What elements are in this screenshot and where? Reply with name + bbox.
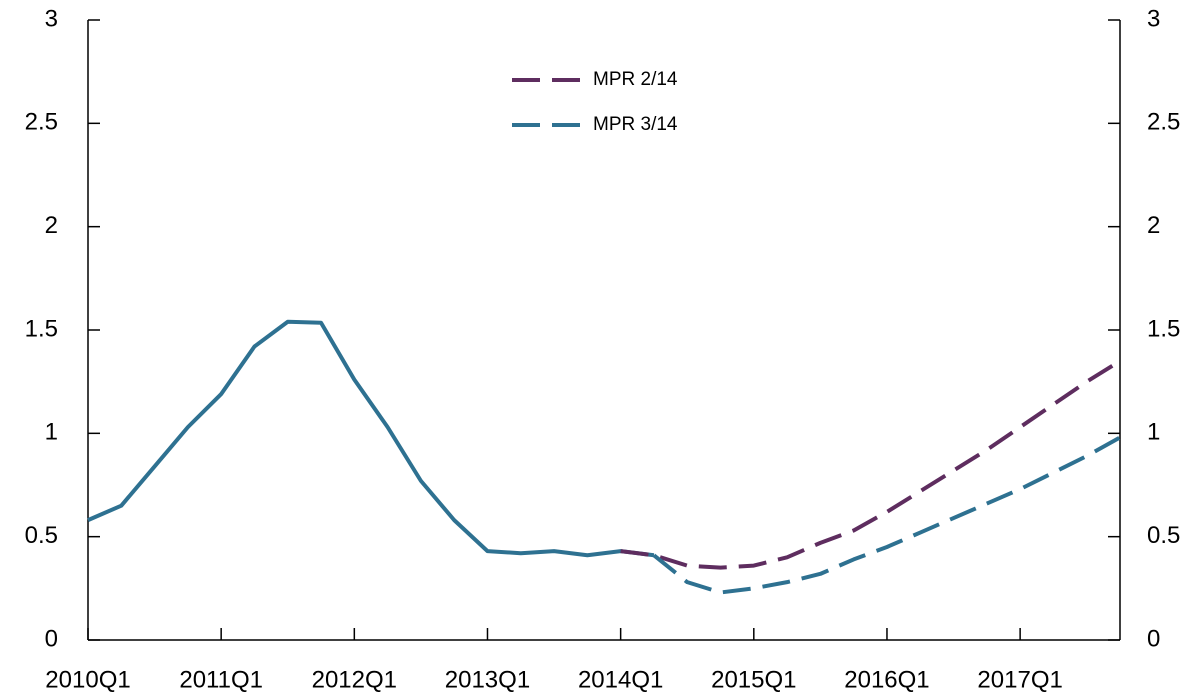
y2-tick-label: 0 [1147,625,1160,652]
x-tick-label: 2013Q1 [445,666,530,693]
y2-tick-label: 0.5 [1147,522,1180,549]
y-tick-label: 2 [45,212,58,239]
y-tick-label: 2.5 [25,109,58,136]
y-tick-label: 0 [45,625,58,652]
series-line [620,359,1122,570]
x-tick-label: 2015Q1 [711,666,796,693]
y-tick-label: 1 [45,419,58,446]
y2-tick-label: 2 [1147,212,1160,239]
y-tick-label: 3 [45,5,58,32]
y-tick-label: 1.5 [25,315,58,342]
x-tick-label: 2012Q1 [312,666,397,693]
x-tick-label: 2017Q1 [977,666,1062,693]
y2-tick-label: 1.5 [1147,315,1180,342]
legend-label: MPR 3/14 [593,114,678,135]
legend-label: MPR 2/14 [593,69,678,90]
y-tick-label: 0.5 [25,522,58,549]
y2-tick-label: 1 [1147,419,1160,446]
x-tick-label: 2016Q1 [844,666,929,693]
series-line [652,435,1121,595]
x-tick-label: 2014Q1 [578,666,663,693]
y2-tick-label: 2.5 [1147,109,1180,136]
y2-tick-label: 3 [1147,5,1160,32]
series-line [87,319,655,558]
x-tick-label: 2011Q1 [179,666,263,693]
x-tick-label: 2010Q1 [45,666,130,693]
